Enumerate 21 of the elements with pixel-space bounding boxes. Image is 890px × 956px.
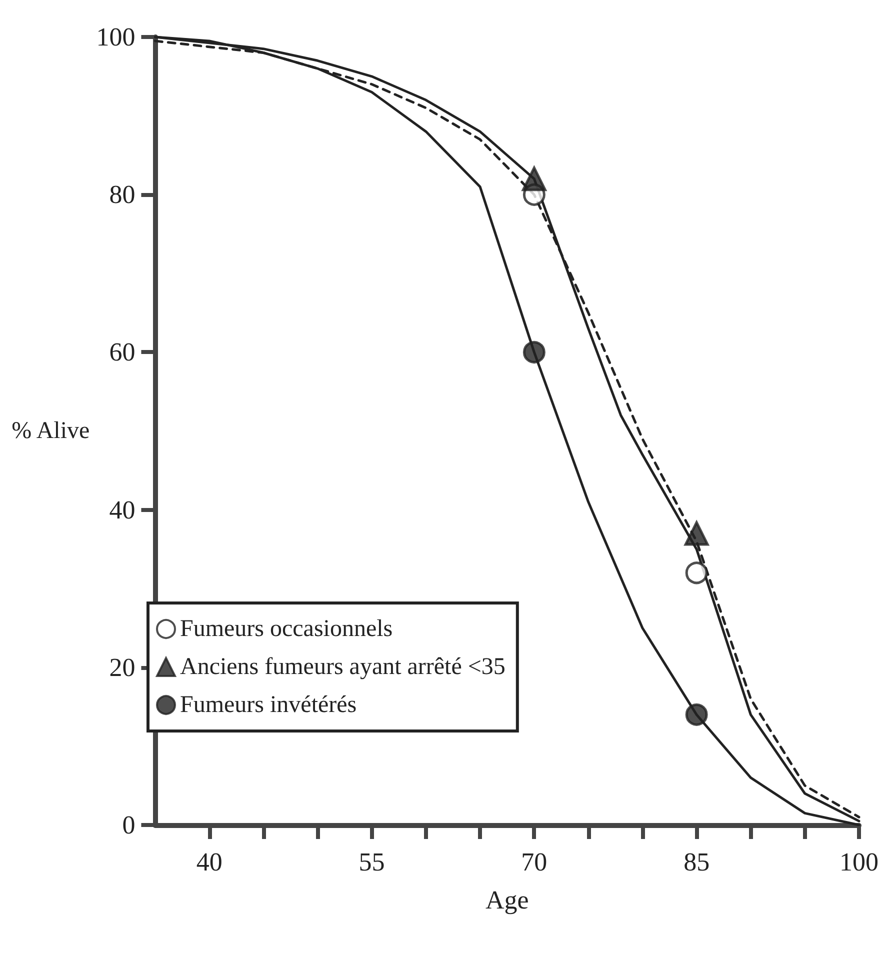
x-tick-label: 100 bbox=[840, 848, 878, 876]
x-tick-label: 85 bbox=[684, 848, 710, 876]
x-tick-label: 55 bbox=[358, 848, 385, 876]
legend-label: Fumeurs occasionnels bbox=[180, 616, 393, 642]
y-tick-label: 0 bbox=[122, 810, 136, 840]
point bbox=[522, 340, 546, 364]
x-tick-label: 70 bbox=[521, 848, 548, 876]
y-tick-label: 40 bbox=[109, 495, 136, 524]
x-axis-title: Age bbox=[485, 886, 529, 914]
y-tick-label: 60 bbox=[109, 338, 136, 367]
point bbox=[684, 521, 709, 546]
y-axis-title: % Alive bbox=[12, 418, 90, 444]
point bbox=[685, 562, 708, 584]
legend-label: Fumeurs invétérés bbox=[180, 692, 357, 718]
y-tick-label: 20 bbox=[109, 652, 136, 682]
legend-label: Anciens fumeurs ayant arrêté <35 bbox=[180, 654, 506, 680]
y-tick-label: 80 bbox=[109, 180, 136, 210]
y-tick-label: 100 bbox=[96, 22, 136, 52]
point bbox=[522, 166, 546, 192]
x-tick-label: 40 bbox=[196, 848, 222, 876]
point bbox=[685, 703, 708, 726]
